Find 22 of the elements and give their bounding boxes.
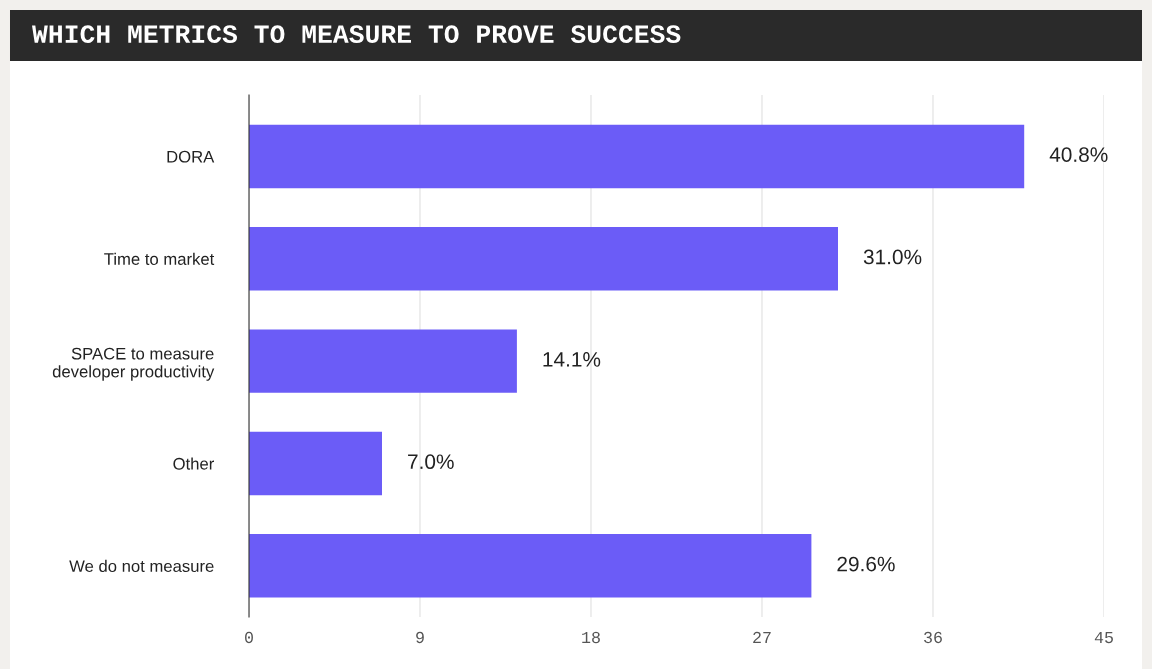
y-tick-label: We do not measure: [69, 559, 214, 573]
bar: [249, 124, 1025, 189]
y-tick-label: Time to market: [104, 252, 215, 265]
data-label: 40.8%: [1049, 147, 1108, 162]
x-tick-label: 36: [924, 631, 942, 644]
y-tick-label: SPACE to measure developer productivity: [52, 347, 215, 381]
chart-title: WHICH METRICS TO MEASURE TO PROVE SUCCESS: [32, 25, 681, 44]
bar: [249, 329, 517, 393]
x-tick-label: 9: [416, 631, 424, 644]
x-tick-label: 0: [245, 631, 253, 644]
x-tick-label: 45: [1094, 631, 1113, 644]
y-tick-label: Other: [173, 457, 214, 470]
data-label: 29.6%: [837, 556, 895, 572]
bar: [249, 227, 838, 291]
data-label: 31.0%: [863, 249, 922, 265]
bar: [249, 431, 382, 496]
x-tick-label: 27: [753, 631, 771, 643]
x-tick-label: 18: [582, 631, 600, 644]
y-tick-label: DORA: [167, 150, 215, 163]
bar: [249, 534, 812, 598]
data-label: 14.1%: [543, 352, 601, 367]
data-label: 7.0%: [408, 454, 454, 470]
